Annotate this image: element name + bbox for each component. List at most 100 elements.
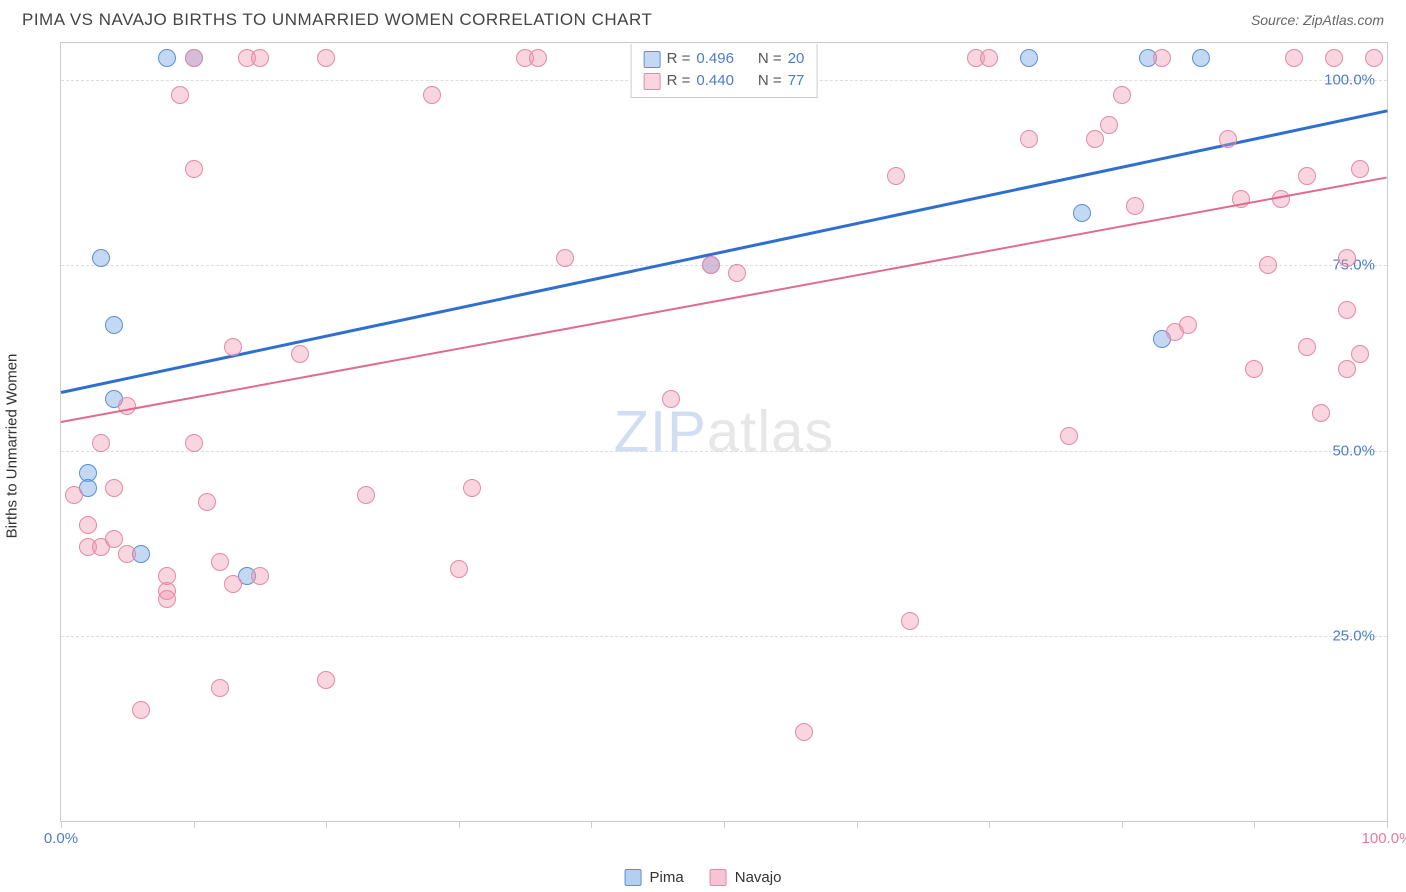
data-point <box>1073 204 1091 222</box>
x-tick-label: 100.0% <box>1362 830 1406 847</box>
trend-line <box>61 110 1388 394</box>
data-point <box>1338 301 1356 319</box>
legend-swatch-pima <box>625 869 642 886</box>
legend-label-navajo: Navajo <box>735 869 782 886</box>
legend-item-pima: Pima <box>625 869 684 886</box>
data-point <box>79 516 97 534</box>
data-point <box>795 723 813 741</box>
data-point <box>211 679 229 697</box>
data-point <box>171 86 189 104</box>
data-point <box>887 167 905 185</box>
legend-label-pima: Pima <box>650 869 684 886</box>
data-point <box>1285 49 1303 67</box>
data-point <box>118 545 136 563</box>
data-point <box>1259 256 1277 274</box>
data-point <box>1219 130 1237 148</box>
data-point <box>251 567 269 585</box>
data-point <box>1153 49 1171 67</box>
data-point <box>291 345 309 363</box>
source-attribution: Source: ZipAtlas.com <box>1251 12 1384 28</box>
data-point <box>198 493 216 511</box>
watermark: ZIPatlas <box>614 399 835 466</box>
data-point <box>185 160 203 178</box>
data-point <box>702 256 720 274</box>
n-label: N = <box>758 48 782 70</box>
trend-line <box>61 176 1387 423</box>
x-tick-mark <box>194 821 195 828</box>
r-label: R = <box>667 70 691 92</box>
data-point <box>158 49 176 67</box>
data-point <box>1086 130 1104 148</box>
data-point <box>118 397 136 415</box>
data-point <box>463 479 481 497</box>
x-tick-mark <box>724 821 725 828</box>
data-point <box>1113 86 1131 104</box>
data-point <box>1325 49 1343 67</box>
data-point <box>901 612 919 630</box>
chart-container: Births to Unmarried Women ZIPatlas 25.0%… <box>18 42 1388 850</box>
watermark-atlas: atlas <box>707 400 835 465</box>
r-label: R = <box>667 48 691 70</box>
data-point <box>1020 49 1038 67</box>
data-point <box>1298 167 1316 185</box>
data-point <box>1351 160 1369 178</box>
data-point <box>105 316 123 334</box>
data-point <box>1338 360 1356 378</box>
x-tick-label: 0.0% <box>44 830 78 847</box>
n-value: 20 <box>788 48 805 70</box>
data-point <box>132 701 150 719</box>
watermark-zip: ZIP <box>614 400 707 465</box>
data-point <box>211 553 229 571</box>
data-point <box>185 49 203 67</box>
x-tick-mark <box>1387 821 1388 828</box>
data-point <box>224 338 242 356</box>
data-point <box>185 434 203 452</box>
x-tick-mark <box>591 821 592 828</box>
correlation-row: R = 0.496 N = 20 <box>644 48 805 70</box>
legend-swatch-navajo <box>710 869 727 886</box>
correlation-swatch <box>644 51 661 68</box>
data-point <box>556 249 574 267</box>
data-point <box>92 249 110 267</box>
data-point <box>1100 116 1118 134</box>
x-tick-mark <box>857 821 858 828</box>
data-point <box>662 390 680 408</box>
data-point <box>158 590 176 608</box>
data-point <box>105 479 123 497</box>
data-point <box>529 49 547 67</box>
data-point <box>224 575 242 593</box>
x-tick-mark <box>1254 821 1255 828</box>
data-point <box>1351 345 1369 363</box>
data-point <box>105 530 123 548</box>
data-point <box>65 486 83 504</box>
y-tick-label: 50.0% <box>1332 442 1375 459</box>
data-point <box>1179 316 1197 334</box>
r-value: 0.440 <box>696 70 734 92</box>
chart-header: PIMA VS NAVAJO BIRTHS TO UNMARRIED WOMEN… <box>0 0 1406 38</box>
y-axis-label: Births to Unmarried Women <box>4 354 21 539</box>
source-prefix: Source: <box>1251 12 1303 28</box>
n-value: 77 <box>788 70 805 92</box>
gridline <box>61 636 1387 637</box>
data-point <box>1338 249 1356 267</box>
gridline <box>61 451 1387 452</box>
n-label: N = <box>758 70 782 92</box>
data-point <box>1312 404 1330 422</box>
y-tick-label: 100.0% <box>1324 72 1375 89</box>
legend: Pima Navajo <box>625 869 782 886</box>
data-point <box>1126 197 1144 215</box>
x-tick-mark <box>61 821 62 828</box>
r-value: 0.496 <box>696 48 734 70</box>
data-point <box>92 434 110 452</box>
chart-title: PIMA VS NAVAJO BIRTHS TO UNMARRIED WOMEN… <box>22 10 652 30</box>
data-point <box>980 49 998 67</box>
x-tick-mark <box>459 821 460 828</box>
data-point <box>357 486 375 504</box>
correlation-row: R = 0.440 N = 77 <box>644 70 805 92</box>
data-point <box>728 264 746 282</box>
data-point <box>1365 49 1383 67</box>
data-point <box>1192 49 1210 67</box>
data-point <box>423 86 441 104</box>
correlation-swatch <box>644 73 661 90</box>
legend-item-navajo: Navajo <box>710 869 782 886</box>
